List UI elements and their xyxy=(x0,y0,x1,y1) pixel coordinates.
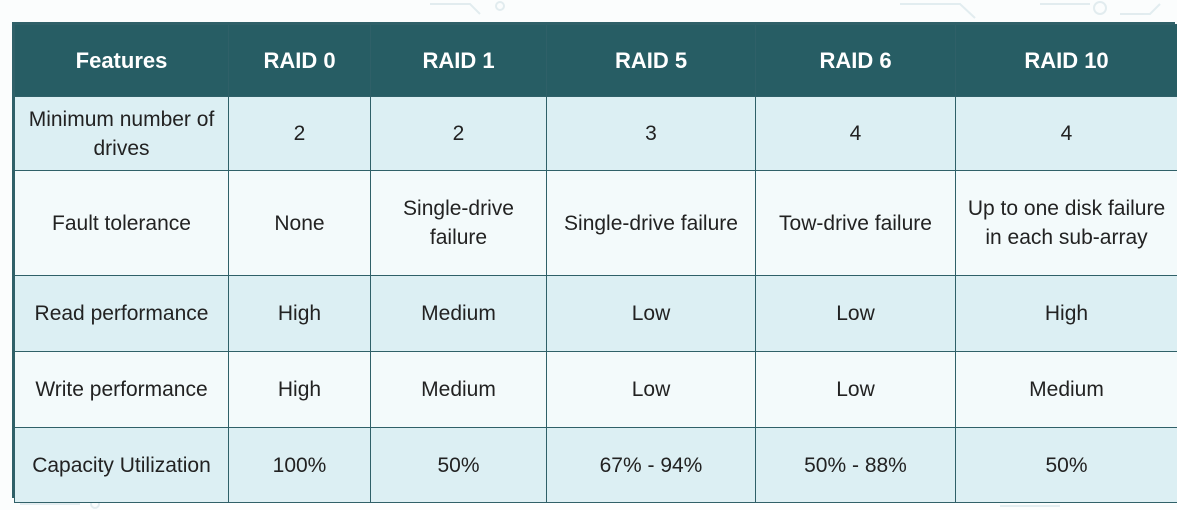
header-row: Features RAID 0 RAID 1 RAID 5 RAID 6 RAI… xyxy=(14,24,1177,97)
table-cell: High xyxy=(228,275,371,352)
table-cell: High xyxy=(955,275,1177,352)
table-row-min-drives: Minimum number of drives 2 2 3 4 4 xyxy=(14,96,1177,171)
header-raid-1: RAID 1 xyxy=(370,24,547,97)
table-cell: None xyxy=(228,170,371,276)
table-cell: Up to one disk failure in each sub-array xyxy=(955,170,1177,276)
row-label: Minimum number of drives xyxy=(14,96,229,171)
table-cell: 50% xyxy=(370,427,547,503)
table-cell: 3 xyxy=(546,96,756,171)
raid-comparison-table: Features RAID 0 RAID 1 RAID 5 RAID 6 RAI… xyxy=(12,22,1177,503)
row-label: Fault tolerance xyxy=(14,170,229,276)
table-cell: Single-drive failure xyxy=(370,170,547,276)
header-raid-0: RAID 0 xyxy=(228,24,371,97)
table-cell: Low xyxy=(755,351,956,428)
header-raid-6: RAID 6 xyxy=(755,24,956,97)
table-cell: 67% - 94% xyxy=(546,427,756,503)
table-cell: 4 xyxy=(955,96,1177,171)
table-cell: Single-drive failure xyxy=(546,170,756,276)
table-cell: Low xyxy=(546,275,756,352)
table-cell: 4 xyxy=(755,96,956,171)
header-raid-5: RAID 5 xyxy=(546,24,756,97)
table-cell: 2 xyxy=(370,96,547,171)
table-cell: Medium xyxy=(370,351,547,428)
table-cell: 50% xyxy=(955,427,1177,503)
table-cell: Medium xyxy=(370,275,547,352)
row-label: Read performance xyxy=(14,275,229,352)
table-cell: Medium xyxy=(955,351,1177,428)
table-cell: Tow-drive failure xyxy=(755,170,956,276)
table-row-read-performance: Read performance High Medium Low Low Hig… xyxy=(14,275,1177,352)
header-features: Features xyxy=(14,24,229,97)
table-cell: Low xyxy=(755,275,956,352)
row-label: Write performance xyxy=(14,351,229,428)
table-cell: 100% xyxy=(228,427,371,503)
row-label: Capacity Utilization xyxy=(14,427,229,503)
table-cell: 50% - 88% xyxy=(755,427,956,503)
comparison-table: Features RAID 0 RAID 1 RAID 5 RAID 6 RAI… xyxy=(14,24,1177,503)
table-cell: High xyxy=(228,351,371,428)
table-row-fault-tolerance: Fault tolerance None Single-drive failur… xyxy=(14,170,1177,276)
table-cell: 2 xyxy=(228,96,371,171)
table-row-capacity-utilization: Capacity Utilization 100% 50% 67% - 94% … xyxy=(14,427,1177,503)
table-row-write-performance: Write performance High Medium Low Low Me… xyxy=(14,351,1177,428)
table-cell: Low xyxy=(546,351,756,428)
header-raid-10: RAID 10 xyxy=(955,24,1177,97)
